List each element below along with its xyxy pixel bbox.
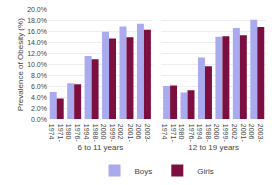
svg-text:10.0%: 10.0% — [27, 61, 47, 68]
svg-text:1999-2000: 1999-2000 — [100, 124, 116, 143]
svg-text:14.0%: 14.0% — [27, 39, 47, 46]
svg-text:4.0%: 4.0% — [31, 94, 47, 101]
svg-text:2001-2002: 2001-2002 — [231, 124, 247, 143]
svg-text:6.0%: 6.0% — [31, 83, 47, 90]
svg-text:1988-1994: 1988-1994 — [83, 124, 99, 143]
svg-text:1976-1980: 1976-1980 — [178, 124, 194, 143]
svg-text:6 to 11 years: 6 to 11 years — [77, 143, 123, 152]
svg-text:12.0%: 12.0% — [27, 50, 47, 57]
svg-text:Boys: Boys — [135, 167, 153, 176]
svg-text:20.0%: 20.0% — [27, 6, 47, 13]
svg-text:1988-1994: 1988-1994 — [196, 124, 212, 143]
svg-text:1999-2000: 1999-2000 — [213, 124, 229, 143]
svg-text:2.0%: 2.0% — [31, 105, 47, 112]
svg-text:0.0%: 0.0% — [31, 116, 47, 123]
svg-text:18.0%: 18.0% — [27, 17, 47, 24]
svg-text:16.0%: 16.0% — [27, 28, 47, 35]
svg-text:1976-1980: 1976-1980 — [65, 124, 81, 143]
svg-text:8.0%: 8.0% — [31, 72, 47, 79]
svg-text:2003-2006: 2003-2006 — [135, 124, 151, 143]
svg-text:1971-1974: 1971-1974 — [48, 124, 64, 143]
svg-text:Prevalence of Obesity (%): Prevalence of Obesity (%) — [16, 18, 25, 111]
svg-text:2003-2006: 2003-2006 — [248, 124, 264, 143]
svg-text:Girls: Girls — [197, 167, 213, 176]
svg-text:1971-1974: 1971-1974 — [161, 124, 177, 143]
svg-text:2001-2002: 2001-2002 — [117, 124, 133, 143]
svg-text:12 to 19 years: 12 to 19 years — [188, 143, 239, 152]
